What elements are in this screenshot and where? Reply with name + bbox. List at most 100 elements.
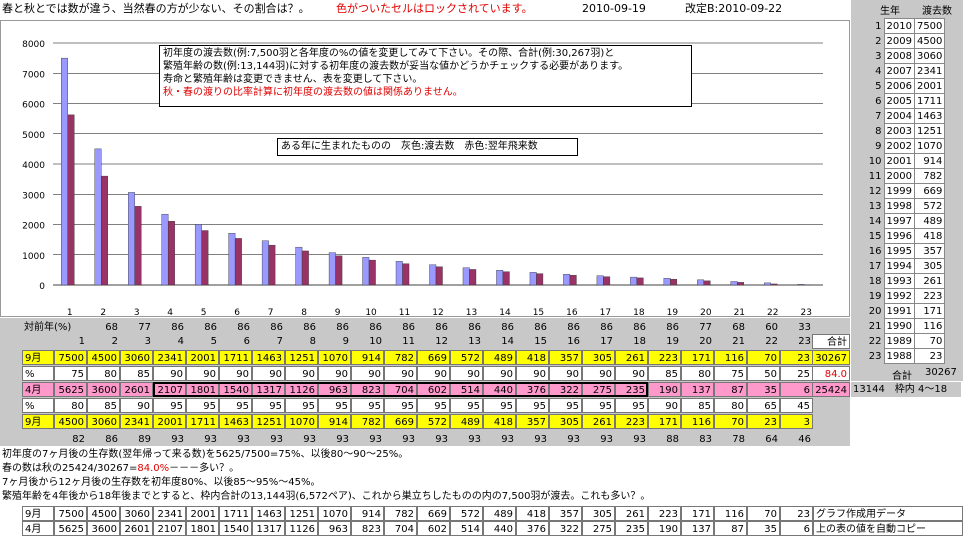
pct2-cell[interactable]: 95 (384, 398, 417, 413)
pct2-cell[interactable]: 95 (582, 398, 615, 413)
pct2-cell[interactable]: 95 (186, 398, 219, 413)
pct1-cell[interactable]: 90 (549, 366, 582, 381)
index-cell: 8 (309, 336, 316, 347)
footer-apr-cell: 1317 (252, 521, 285, 536)
birth-year: 2002 (883, 138, 915, 154)
row-index: 9 (866, 138, 884, 154)
pct1-cell[interactable]: 90 (582, 366, 615, 381)
bar-april (268, 244, 276, 286)
pct2-cell[interactable]: 45 (780, 398, 813, 413)
pct2-cell[interactable]: 95 (252, 398, 285, 413)
bottom-pct-cell: 88 (666, 434, 679, 445)
sep2-cell: 418 (483, 414, 516, 429)
row-index: 16 (866, 243, 884, 259)
pct2-cell[interactable]: 95 (450, 398, 483, 413)
birth-year-row: 8 2003 1251 (866, 123, 946, 139)
sep-cell: 305 (582, 350, 615, 365)
pct1-cell[interactable]: 90 (351, 366, 384, 381)
footer-sep-cell: 914 (351, 506, 384, 521)
pct2-cell[interactable]: 90 (648, 398, 681, 413)
footer-sep-cell: 2001 (186, 506, 219, 521)
x-tick-label: 6 (234, 308, 240, 316)
pct1-cell[interactable]: 25 (780, 366, 813, 381)
footer-apr-cell: 35 (747, 521, 780, 536)
pct1-cell[interactable]: 85 (120, 366, 153, 381)
pct2-label: % (22, 398, 54, 413)
footer-apr-cell: 5625 (54, 521, 87, 536)
index-cell: 20 (699, 336, 712, 347)
pct1-cell[interactable]: 90 (153, 366, 186, 381)
pct1-cell[interactable]: 90 (516, 366, 549, 381)
pct2-cell[interactable]: 65 (747, 398, 780, 413)
pct1-cell[interactable]: 80 (681, 366, 714, 381)
pct1-cell[interactable]: 75 (54, 366, 87, 381)
pct2-cell[interactable]: 80 (54, 398, 87, 413)
birth-year: 1997 (883, 213, 915, 229)
sep-cell: 4500 (87, 350, 120, 365)
sep2-cell: 357 (516, 414, 549, 429)
apr-cell: 6 (780, 382, 813, 397)
bar-september (730, 281, 738, 286)
pct2-cell[interactable]: 95 (219, 398, 252, 413)
index-cell: 9 (342, 336, 349, 347)
pct-cell: 86 (402, 322, 415, 333)
index-cell: 23 (798, 336, 811, 347)
pct2-cell[interactable]: 95 (516, 398, 549, 413)
sep2-cell: 1711 (186, 414, 219, 429)
departure-count: 171 (913, 303, 946, 319)
pct2-cell[interactable]: 95 (285, 398, 318, 413)
sep2-cell: 23 (747, 414, 780, 429)
pct2-cell[interactable]: 80 (714, 398, 747, 413)
sep-cell: 171 (681, 350, 714, 365)
pct-cell: 86 (336, 322, 349, 333)
departure-count: 305 (913, 258, 946, 274)
sep2-cell: 305 (549, 414, 582, 429)
pct-cell: 68 (105, 322, 118, 333)
bar-september (395, 261, 403, 286)
pct1-cell[interactable]: 85 (648, 366, 681, 381)
pct2-cell[interactable]: 85 (87, 398, 120, 413)
pct1-cell[interactable]: 90 (450, 366, 483, 381)
pct2-cell[interactable]: 95 (318, 398, 351, 413)
footer-apr-cell: 602 (417, 521, 450, 536)
sep-cell[interactable]: 7500 (54, 350, 87, 365)
pct-cell: 86 (303, 322, 316, 333)
sep-cell: 70 (747, 350, 780, 365)
x-tick-label: 20 (700, 308, 712, 316)
pct2-cell[interactable]: 95 (153, 398, 186, 413)
pct1-cell[interactable]: 80 (87, 366, 120, 381)
bar-september (94, 148, 102, 286)
pct1-cell[interactable]: 90 (615, 366, 648, 381)
instruction-note[interactable]: 初年度の渡去数(例:7,500羽と各年度の%の値を変更してみて下さい。その際、合… (159, 45, 692, 107)
index-cell: 22 (765, 336, 778, 347)
sep-cell: 1070 (318, 350, 351, 365)
sep-cell: 418 (516, 350, 549, 365)
text-line-2a: 春の数は秋の25424/30267= (2, 463, 138, 474)
pct1-cell[interactable]: 90 (417, 366, 450, 381)
sep-cell: 914 (351, 350, 384, 365)
pct1-cell[interactable]: 50 (747, 366, 780, 381)
pct1-cell[interactable]: 90 (318, 366, 351, 381)
pct1-cell[interactable]: 90 (285, 366, 318, 381)
x-tick-label: 8 (301, 308, 307, 316)
pct1-cell[interactable]: 75 (714, 366, 747, 381)
pct1-cell[interactable]: 90 (252, 366, 285, 381)
pct1-cell[interactable]: 90 (219, 366, 252, 381)
footer-sep-cell: 418 (516, 506, 549, 521)
pct1-cell[interactable]: 90 (384, 366, 417, 381)
pct2-cell[interactable]: 95 (351, 398, 384, 413)
pct2-cell[interactable]: 95 (615, 398, 648, 413)
pct2-cell[interactable]: 95 (417, 398, 450, 413)
footer-sep-cell: 4500 (87, 506, 120, 521)
pct2-cell[interactable]: 95 (549, 398, 582, 413)
pct2-cell[interactable]: 85 (681, 398, 714, 413)
sep2-cell: 70 (714, 414, 747, 429)
pct2-cell[interactable]: 95 (483, 398, 516, 413)
legend-note[interactable]: ある年に生まれたものの 灰色:渡去数 赤色:翌年飛来数 (277, 138, 578, 156)
row-index: 12 (866, 183, 884, 199)
pct1-cell[interactable]: 90 (483, 366, 516, 381)
pct1-cell[interactable]: 90 (186, 366, 219, 381)
pct2-cell[interactable]: 90 (120, 398, 153, 413)
departure-count: 7500 (913, 18, 946, 34)
bottom-pct-cell: 93 (633, 434, 646, 445)
